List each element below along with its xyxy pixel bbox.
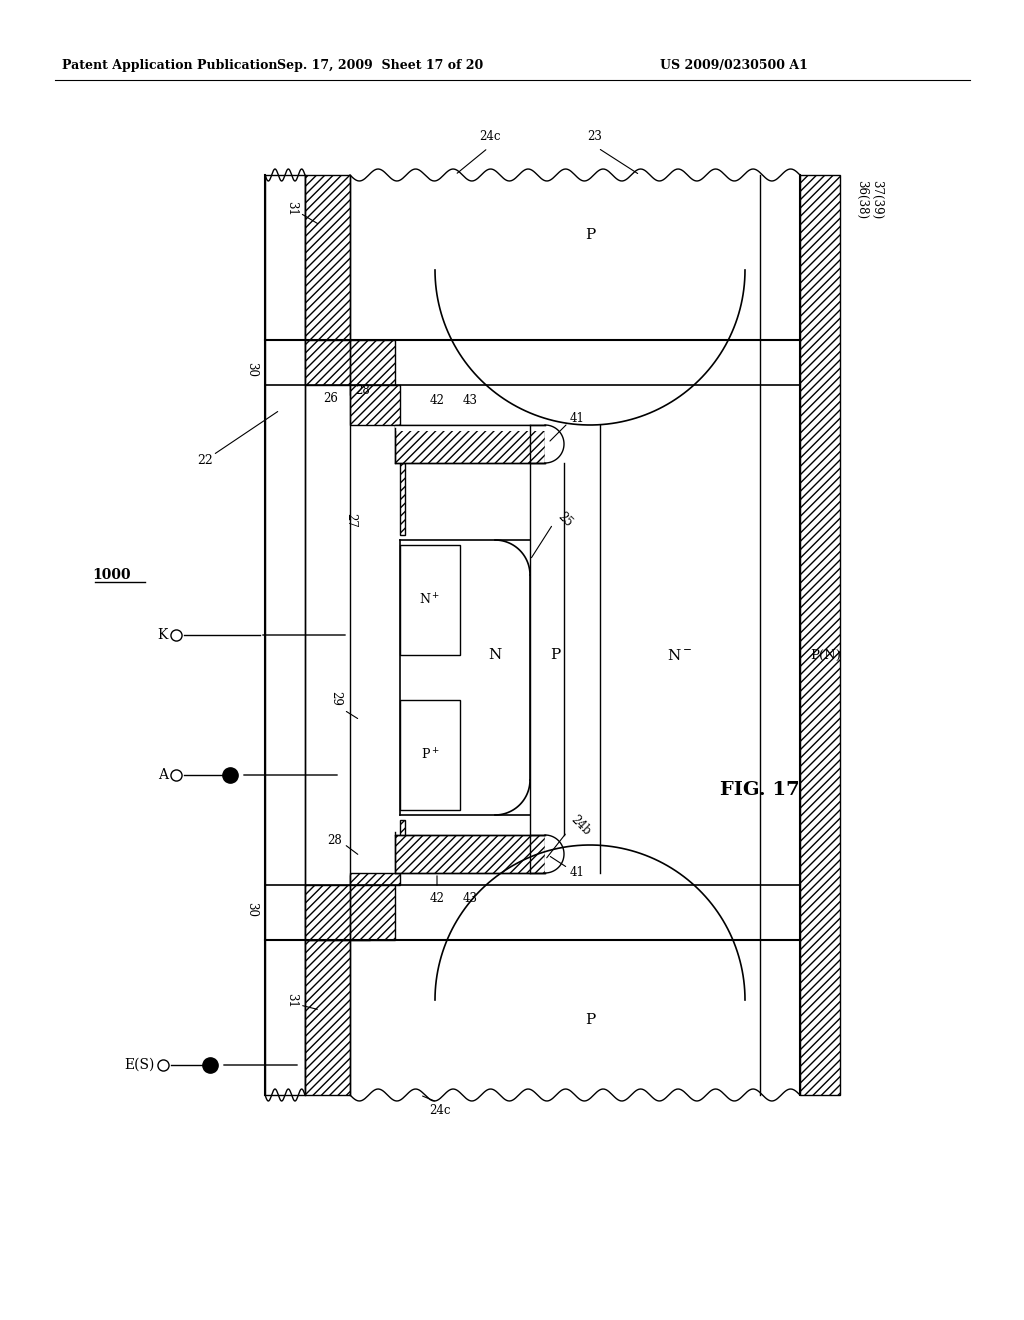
Text: 25: 25 bbox=[555, 510, 574, 529]
Bar bbox=[400, 545, 460, 655]
Text: 27: 27 bbox=[344, 512, 357, 528]
Text: 41: 41 bbox=[570, 412, 585, 425]
Bar bbox=[305, 341, 370, 385]
Text: 31: 31 bbox=[285, 993, 298, 1007]
Bar bbox=[350, 873, 400, 884]
Text: 36(38): 36(38) bbox=[855, 181, 868, 219]
Text: 1000: 1000 bbox=[93, 568, 131, 582]
Text: 41: 41 bbox=[570, 866, 585, 879]
Text: P: P bbox=[550, 648, 560, 663]
Text: 23: 23 bbox=[588, 129, 602, 143]
Text: 24c: 24c bbox=[429, 1104, 451, 1117]
Text: A: A bbox=[158, 768, 168, 781]
Text: K: K bbox=[158, 628, 168, 642]
Text: Patent Application Publication: Patent Application Publication bbox=[62, 58, 278, 71]
Text: Sep. 17, 2009  Sheet 17 of 20: Sep. 17, 2009 Sheet 17 of 20 bbox=[276, 58, 483, 71]
Text: P: P bbox=[585, 228, 595, 242]
Bar bbox=[350, 341, 395, 395]
Bar bbox=[395, 425, 545, 432]
Bar bbox=[305, 176, 350, 341]
Bar bbox=[305, 940, 350, 1096]
Text: E(S): E(S) bbox=[125, 1059, 155, 1072]
Text: P: P bbox=[585, 1012, 595, 1027]
Text: 43: 43 bbox=[463, 393, 477, 407]
Text: 29: 29 bbox=[329, 690, 342, 705]
Text: 30: 30 bbox=[245, 903, 258, 917]
Text: 30: 30 bbox=[245, 363, 258, 378]
Bar bbox=[400, 820, 406, 845]
Text: 24c: 24c bbox=[479, 129, 501, 143]
Text: 37(39): 37(39) bbox=[870, 181, 883, 219]
Bar bbox=[265, 176, 840, 1096]
Text: 26: 26 bbox=[324, 392, 338, 404]
Text: N$^+$: N$^+$ bbox=[420, 593, 440, 607]
Text: 28: 28 bbox=[328, 833, 342, 846]
Bar bbox=[350, 875, 395, 940]
Bar bbox=[265, 176, 305, 1096]
Bar bbox=[400, 463, 406, 535]
Text: 22: 22 bbox=[198, 454, 213, 466]
Text: 24b: 24b bbox=[568, 812, 593, 838]
Text: FIG. 17: FIG. 17 bbox=[720, 781, 800, 799]
Bar bbox=[800, 176, 840, 1096]
Text: 42: 42 bbox=[429, 892, 444, 906]
Text: 42: 42 bbox=[429, 393, 444, 407]
Bar bbox=[350, 385, 400, 425]
Text: US 2009/0230500 A1: US 2009/0230500 A1 bbox=[660, 58, 808, 71]
Text: 31: 31 bbox=[285, 201, 298, 215]
Bar bbox=[395, 836, 545, 873]
Text: P$^+$: P$^+$ bbox=[421, 747, 439, 763]
Bar bbox=[395, 425, 545, 463]
Bar bbox=[400, 700, 460, 810]
Bar bbox=[305, 884, 370, 940]
Text: N: N bbox=[488, 648, 502, 663]
Text: 43: 43 bbox=[463, 892, 477, 906]
Text: 28: 28 bbox=[355, 384, 370, 396]
Text: N$^-$: N$^-$ bbox=[668, 648, 692, 663]
Text: P(N): P(N) bbox=[810, 648, 841, 661]
